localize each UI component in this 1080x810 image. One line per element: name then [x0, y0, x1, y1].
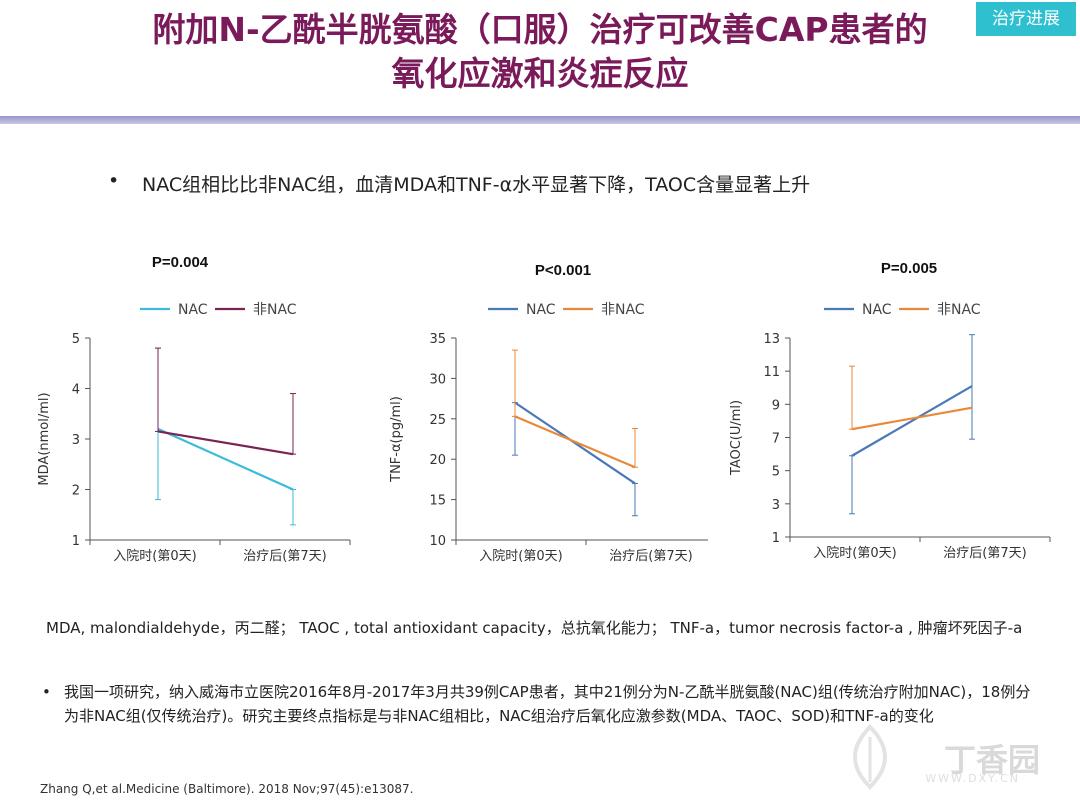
reference: Zhang Q,et al.Medicine (Baltimore). 2018…	[40, 782, 414, 796]
y-tick-label: 2	[72, 484, 80, 499]
p-value-label: P=0.005	[881, 260, 937, 277]
series-line-nac	[514, 401, 636, 485]
x-tick-label: 治疗后(第7天)	[943, 546, 1026, 561]
bullet-dot: •	[108, 170, 120, 192]
bullet-dot: •	[42, 683, 51, 701]
chart-mda-svg: P=0.004 NAC 非NAC 1 2 3 4 5 入院时(第0天) 治疗后(第7天) MDA(n…	[37, 254, 351, 564]
x-tick-label: 治疗后(第7天)	[243, 549, 326, 564]
y-tick-label: 4	[72, 383, 80, 398]
watermark-url: WWW.DXY.CN	[925, 772, 1020, 785]
series-line-nac	[851, 385, 973, 457]
legend-label: 非NAC	[601, 302, 645, 318]
study-text: 我国一项研究，纳入威海市立医院2016年8月-2017年3月共39例CAP患者，…	[64, 683, 1031, 725]
watermark-logo-icon	[840, 722, 900, 796]
chart-tnf-svg: P<0.001 NAC 非NAC 10 15 20 25 30 35 入院时(第0天) 治疗后(第7…	[389, 262, 708, 564]
p-value-label: P<0.001	[535, 262, 591, 279]
y-tick-label: 3	[772, 498, 780, 513]
watermark: 丁香园	[943, 741, 1040, 779]
y-tick-label: 13	[763, 332, 780, 347]
legend-label: NAC	[526, 302, 556, 318]
y-tick-label: 10	[429, 534, 446, 549]
header-divider	[0, 116, 1080, 124]
series-line-non-nac	[514, 415, 636, 469]
y-tick-label: 15	[429, 494, 446, 509]
title-line-1: 附加N-乙酰半胱氨酸（口服）治疗可改善CAP患者的	[152, 10, 928, 49]
x-tick-label: 治疗后(第7天)	[609, 549, 692, 564]
category-tag: 治疗进展	[976, 2, 1076, 36]
summary-text: NAC组相比比非NAC组，血清MDA和TNF-α水平显著下降，TAOC含量显著上…	[142, 174, 811, 196]
y-axis-label: TAOC(U/ml)	[729, 400, 744, 476]
y-tick-label: 7	[772, 432, 780, 447]
y-axis-label: MDA(nmol/ml)	[37, 392, 52, 485]
series-line-non-nac	[157, 430, 294, 456]
y-tick-label: 1	[72, 534, 80, 549]
x-tick-label: 入院时(第0天)	[813, 546, 896, 561]
legend-label: NAC	[178, 302, 208, 318]
legend-label: 非NAC	[937, 302, 981, 318]
x-tick-label: 入院时(第0天)	[479, 549, 562, 564]
chart-taoc: P=0.005 NAC 非NAC 1 3 5 7 9 11 13 入院时(第0天) 治疗后(第7天) T…	[724, 245, 1064, 585]
chart-mda: P=0.004 NAC 非NAC 1 2 3 4 5 入院时(第0天) 治疗后(第7天) MDA(n…	[30, 245, 360, 585]
series-line-nac	[157, 427, 294, 491]
legend-label: NAC	[862, 302, 892, 318]
y-tick-label: 3	[72, 433, 80, 448]
chart-tnf: P<0.001 NAC 非NAC 10 15 20 25 30 35 入院时(第0天) 治疗后(第7…	[378, 245, 708, 585]
abbreviations: MDA, malondialdehyde，丙二醛； TAOC , total a…	[46, 619, 1023, 637]
page-title: 附加N-乙酰半胱氨酸（口服）治疗可改善CAP患者的 氧化应激和炎症反应	[0, 8, 1080, 96]
y-tick-label: 11	[763, 365, 780, 380]
y-tick-label: 5	[72, 332, 80, 347]
y-tick-label: 9	[772, 398, 780, 413]
legend-label: 非NAC	[253, 302, 297, 318]
title-line-2: 氧化应激和炎症反应	[391, 54, 689, 93]
y-tick-label: 20	[429, 453, 446, 468]
p-value-label: P=0.004	[152, 254, 209, 271]
header: 附加N-乙酰半胱氨酸（口服）治疗可改善CAP患者的 氧化应激和炎症反应 治疗进展	[0, 0, 1080, 118]
y-tick-label: 1	[772, 531, 780, 546]
y-tick-label: 25	[429, 413, 446, 428]
y-tick-label: 35	[429, 332, 446, 347]
y-axis-label: TNF-α(pg/ml)	[389, 396, 404, 483]
y-tick-label: 30	[429, 372, 446, 387]
y-tick-label: 5	[772, 465, 780, 480]
x-tick-label: 入院时(第0天)	[113, 549, 196, 564]
series-line-non-nac	[851, 406, 973, 431]
